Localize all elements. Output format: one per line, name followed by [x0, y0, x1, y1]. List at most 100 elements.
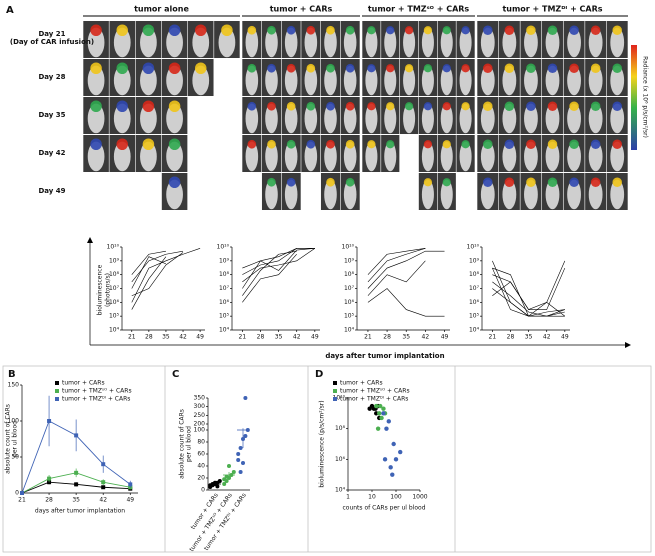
x-tick-label: 49 [196, 334, 204, 341]
mouse-body [140, 103, 157, 134]
signal [612, 139, 622, 149]
signal [116, 138, 129, 151]
mouse-body [421, 103, 434, 134]
y-tick-label: 10⁶ [469, 299, 480, 306]
day-label: Day 35 [38, 111, 65, 119]
signal [286, 177, 296, 187]
series-line [367, 248, 426, 275]
y-tick-label: 10⁴ [109, 327, 120, 334]
signal [286, 63, 296, 73]
y-tick-label: 10⁷ [469, 285, 480, 292]
series-line [367, 288, 445, 317]
mouse-body [480, 179, 495, 210]
y-tick-label: 10⁹ [344, 257, 355, 264]
signal [461, 26, 470, 35]
series-line [367, 250, 445, 289]
mouse-body [588, 179, 603, 210]
mouse-body [324, 103, 337, 134]
x-tick-label: 21 [239, 334, 247, 341]
mouse-body [140, 65, 157, 96]
signal [526, 139, 536, 149]
mouse-body [284, 103, 298, 134]
mouse-body [140, 141, 157, 172]
signal [569, 63, 579, 73]
arrow-head [87, 237, 93, 243]
signal [168, 176, 181, 189]
group-header: tumor + TMZᴰᴵ + CARs [502, 5, 602, 14]
signal [504, 25, 515, 35]
mouse-body [87, 103, 105, 134]
y-tick-label: 10¹⁰ [333, 395, 346, 402]
day-label: Day 28 [38, 73, 65, 81]
x-tick-label: 21 [489, 334, 497, 341]
x-tick-label: 35 [72, 497, 80, 504]
mouse-body [502, 179, 517, 210]
arrow-head [625, 342, 631, 348]
signal [442, 102, 451, 111]
signal [286, 101, 296, 111]
point [384, 426, 389, 431]
signal [221, 24, 233, 37]
mouse-body [567, 141, 581, 172]
y-axis-label: bioluminescence (p/s/cm²/sr) [319, 400, 326, 487]
signal [386, 140, 395, 149]
group-header: tumor + TMZˢᴼ + CARs [368, 5, 470, 14]
mouse-body [166, 141, 183, 172]
mouse-body [545, 65, 560, 96]
mouse-body [284, 179, 298, 210]
signal [306, 101, 316, 111]
x-tick-label: 21 [18, 497, 26, 504]
signal [267, 139, 276, 149]
signal [442, 26, 451, 35]
signal [442, 140, 451, 149]
colorbar-label: Radiance (x 10⁶ p/s/cm²/sr) [642, 56, 649, 138]
signal [526, 177, 536, 187]
signal [386, 102, 395, 111]
y-tick-label: 80 [197, 439, 205, 446]
signal [483, 177, 493, 187]
signal [483, 139, 493, 149]
mouse-body [610, 179, 625, 210]
mouse-body [284, 141, 298, 172]
signal [504, 177, 515, 187]
signal [386, 26, 395, 35]
signal [345, 177, 355, 187]
mouse-body [588, 141, 603, 172]
y-tick-label: 10⁴ [335, 487, 346, 494]
signal [345, 63, 355, 73]
signal [116, 100, 129, 113]
mouse-body [440, 103, 453, 134]
signal [612, 177, 622, 187]
point [393, 457, 399, 462]
mouse-body [440, 65, 453, 96]
legend-label: tumor + CARs [340, 380, 383, 387]
mouse-body [545, 141, 560, 172]
mouse-body [384, 27, 397, 58]
mouse-body [343, 103, 357, 134]
mouse-body [365, 65, 378, 96]
mouse-body [567, 103, 581, 134]
mouse-body [459, 65, 472, 96]
signal [267, 25, 276, 35]
mouse-body [545, 179, 560, 210]
mouse-body [502, 27, 517, 58]
signal [461, 102, 470, 111]
mouse-body [324, 27, 337, 58]
signal [504, 63, 515, 73]
point [391, 441, 396, 447]
y-tick-label: 10⁶ [335, 456, 346, 463]
point [74, 433, 79, 438]
y-tick-label: 10⁹ [469, 257, 480, 264]
y-tick-label: 0 [15, 490, 19, 497]
mouse-body [502, 65, 517, 96]
day-label: Day 21 [38, 30, 65, 38]
point [101, 485, 106, 490]
x-tick-label: 1000 [412, 494, 427, 501]
y-tick-label: 10⁵ [109, 313, 120, 320]
signal [267, 101, 276, 111]
y-tick-label: 150 [8, 382, 20, 389]
point [374, 403, 379, 409]
series-line [131, 256, 167, 289]
series-line [367, 260, 426, 296]
signal [526, 63, 536, 73]
